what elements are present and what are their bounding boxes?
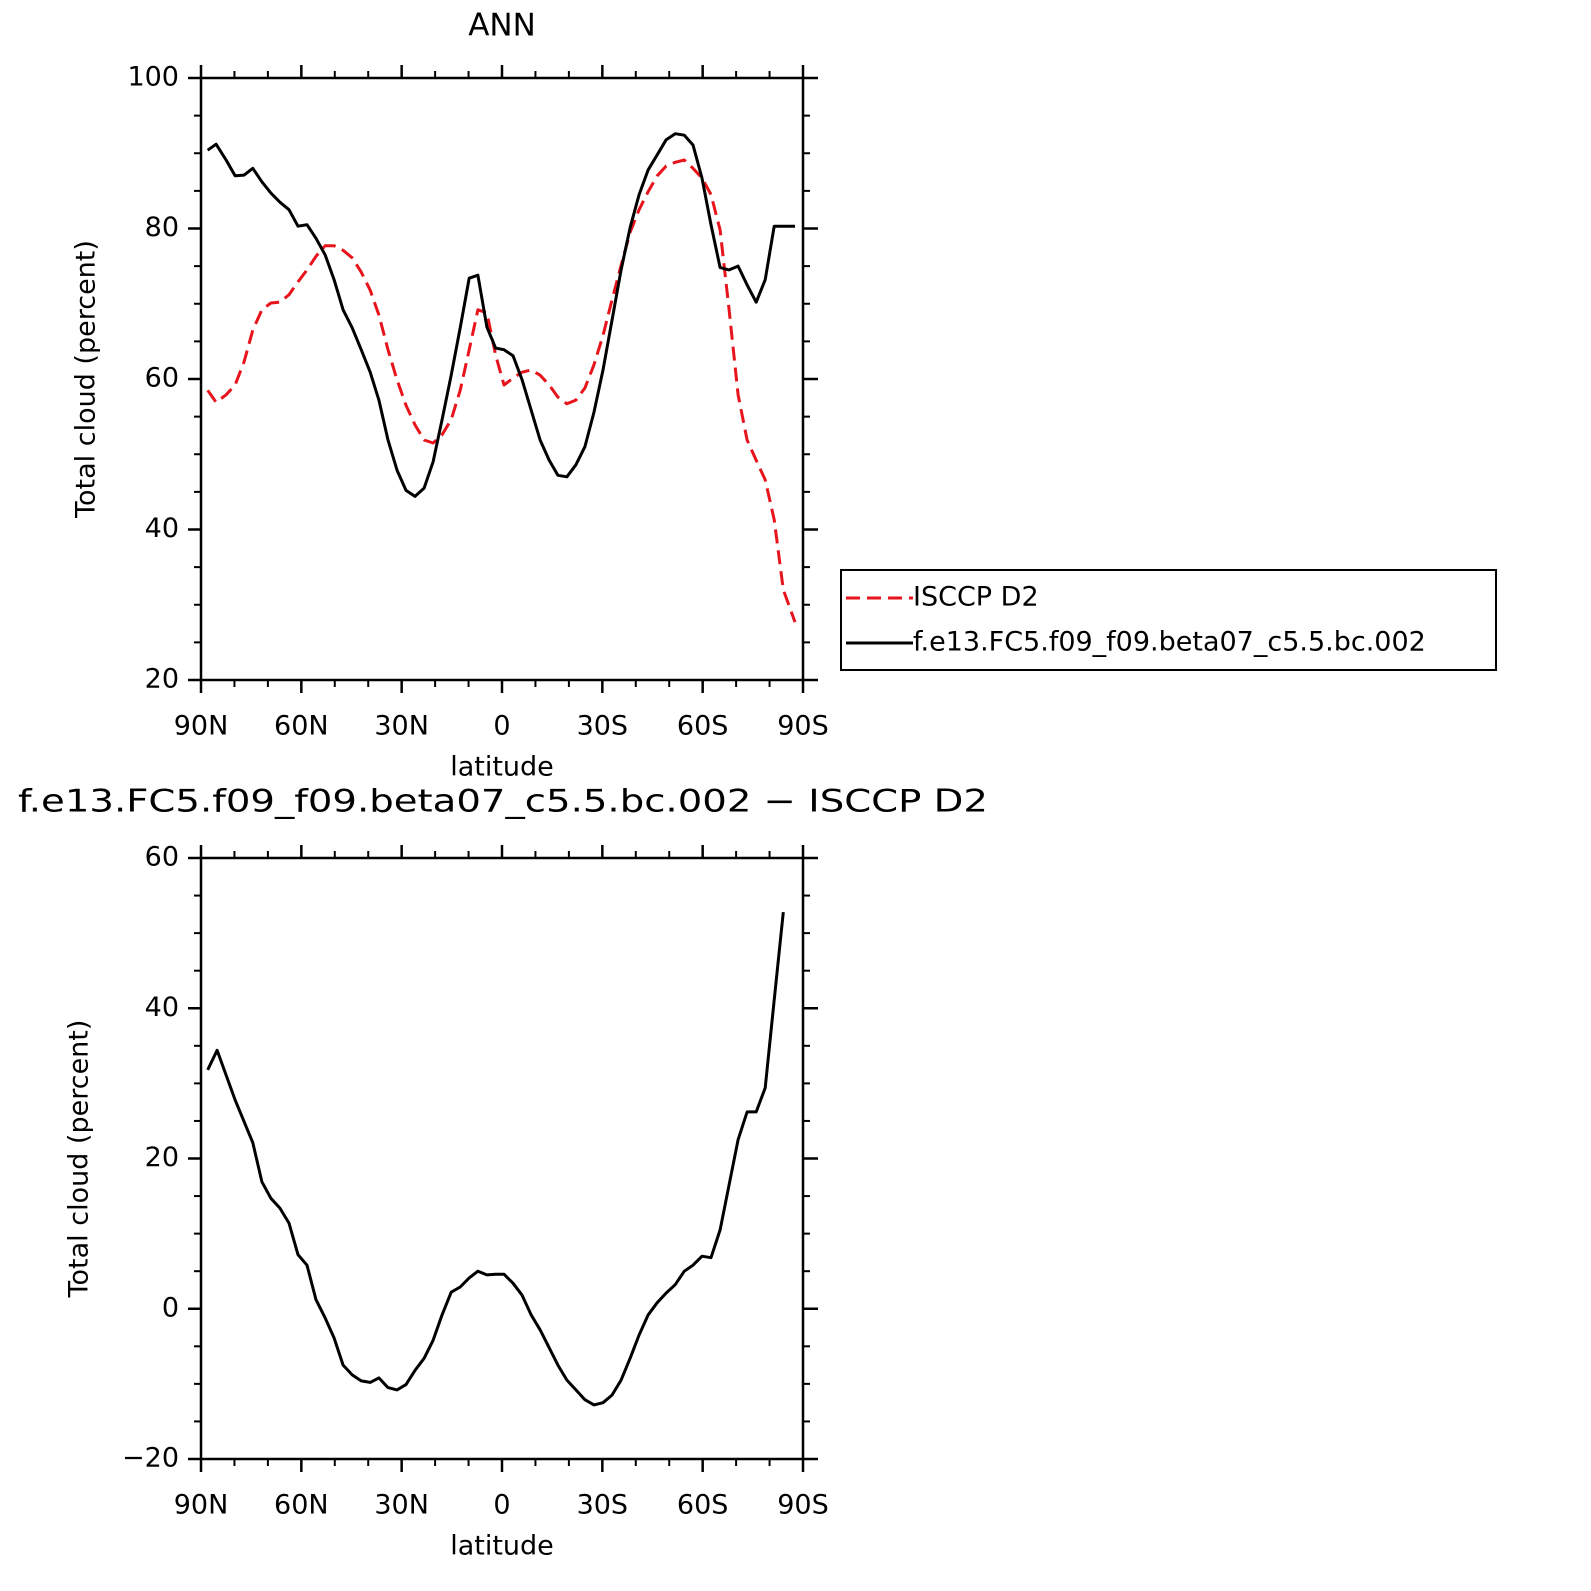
x-axis-title: latitude xyxy=(450,1531,554,1562)
y-tick-label: 60 xyxy=(145,842,179,873)
x-tick-label: 0 xyxy=(493,1490,510,1521)
plot: f.e13.FC5.f09_f09.beta07_c5.5.bc.002 − I… xyxy=(18,784,988,1562)
x-tick-label: 60S xyxy=(677,1490,729,1521)
legend-box xyxy=(840,569,1497,671)
series-line xyxy=(206,158,797,623)
legend: ISCCP D2 f.e13.FC5.f09_f09.beta07_c5.5.bc… xyxy=(840,569,1497,671)
x-tick-label: 60N xyxy=(274,1490,329,1521)
chart-title: f.e13.FC5.f09_f09.beta07_c5.5.bc.002 − I… xyxy=(18,784,988,820)
x-tick-label: 90N xyxy=(174,1490,229,1521)
y-tick-label: 60 xyxy=(145,363,179,394)
y-axis-title: Total cloud (percent) xyxy=(71,240,102,519)
y-axis-title: Total cloud (percent) xyxy=(64,1020,95,1299)
x-tick-label: 90S xyxy=(777,1490,829,1521)
legend-label: ISCCP D2 xyxy=(913,582,1039,613)
legend-label: f.e13.FC5.f09_f09.beta07_c5.5.bc.002 xyxy=(913,627,1426,658)
x-axis-title: latitude xyxy=(450,752,554,783)
x-tick-label: 30N xyxy=(374,1490,429,1521)
y-tick-label: 0 xyxy=(162,1292,179,1323)
x-tick-label: 90N xyxy=(174,711,229,742)
x-tick-label: 0 xyxy=(493,711,510,742)
x-tick-label: 30S xyxy=(577,711,629,742)
y-tick-label: 20 xyxy=(145,1142,179,1173)
x-tick-label: 30S xyxy=(577,1490,629,1521)
x-tick-label: 30N xyxy=(374,711,429,742)
y-tick-label: 80 xyxy=(145,212,179,243)
plot-frame xyxy=(199,76,805,682)
x-tick-label: 60N xyxy=(274,711,329,742)
y-tick-label: 100 xyxy=(127,62,179,93)
y-tick-label: 40 xyxy=(145,513,179,544)
chart-title: ANN xyxy=(468,8,536,44)
y-tick-label: 40 xyxy=(145,992,179,1023)
plot-frame xyxy=(199,856,805,1461)
x-tick-label: 60S xyxy=(677,711,729,742)
x-tick-label: 90S xyxy=(777,711,829,742)
plot: ANN 90N 60N 30N 0 30S 60S 90S 20 40 60 80 100 latitud… xyxy=(71,8,1497,783)
series-line xyxy=(206,911,785,1407)
series-line xyxy=(206,132,795,498)
y-tick-label: −20 xyxy=(122,1443,179,1474)
y-tick-label: 20 xyxy=(145,664,179,695)
